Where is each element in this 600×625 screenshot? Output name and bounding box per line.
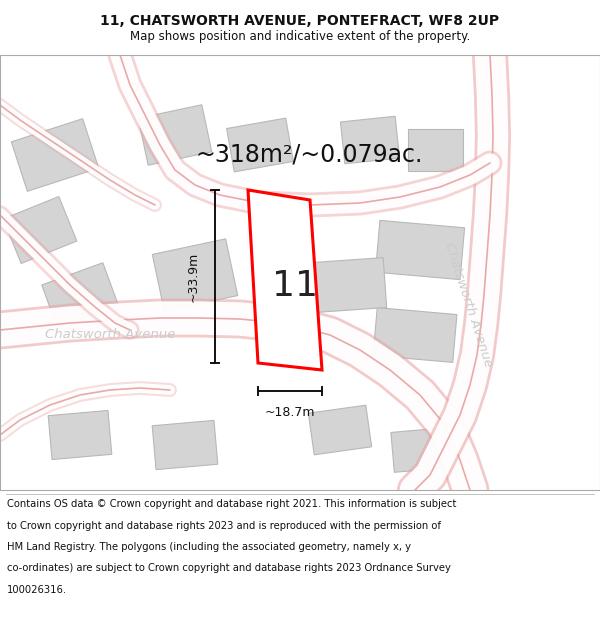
- Polygon shape: [391, 428, 449, 472]
- Polygon shape: [3, 196, 77, 264]
- Polygon shape: [138, 105, 212, 165]
- Polygon shape: [407, 129, 463, 171]
- Polygon shape: [313, 258, 386, 312]
- Text: to Crown copyright and database rights 2023 and is reproduced with the permissio: to Crown copyright and database rights 2…: [7, 521, 441, 531]
- Polygon shape: [340, 116, 400, 164]
- Polygon shape: [373, 308, 457, 362]
- Polygon shape: [248, 190, 322, 370]
- Text: ~18.7m: ~18.7m: [265, 406, 315, 419]
- Text: 11, CHATSWORTH AVENUE, PONTEFRACT, WF8 2UP: 11, CHATSWORTH AVENUE, PONTEFRACT, WF8 2…: [100, 14, 500, 28]
- Polygon shape: [11, 119, 98, 191]
- Text: HM Land Registry. The polygons (including the associated geometry, namely x, y: HM Land Registry. The polygons (includin…: [7, 542, 411, 552]
- Text: Chatsworth Avenue: Chatsworth Avenue: [442, 241, 494, 369]
- Text: ~318m²/~0.079ac.: ~318m²/~0.079ac.: [195, 143, 422, 167]
- Polygon shape: [376, 221, 464, 279]
- Polygon shape: [308, 405, 371, 455]
- Polygon shape: [152, 239, 238, 311]
- Text: Contains OS data © Crown copyright and database right 2021. This information is : Contains OS data © Crown copyright and d…: [7, 499, 457, 509]
- Text: ~33.9m: ~33.9m: [187, 251, 199, 302]
- Polygon shape: [152, 421, 218, 469]
- Polygon shape: [42, 262, 118, 328]
- Text: Chatsworth Avenue: Chatsworth Avenue: [45, 329, 175, 341]
- Polygon shape: [227, 118, 293, 172]
- Text: 100026316.: 100026316.: [7, 585, 67, 595]
- Polygon shape: [48, 411, 112, 459]
- Text: co-ordinates) are subject to Crown copyright and database rights 2023 Ordnance S: co-ordinates) are subject to Crown copyr…: [7, 564, 451, 574]
- Text: 11: 11: [271, 269, 317, 302]
- Text: Map shows position and indicative extent of the property.: Map shows position and indicative extent…: [130, 30, 470, 43]
